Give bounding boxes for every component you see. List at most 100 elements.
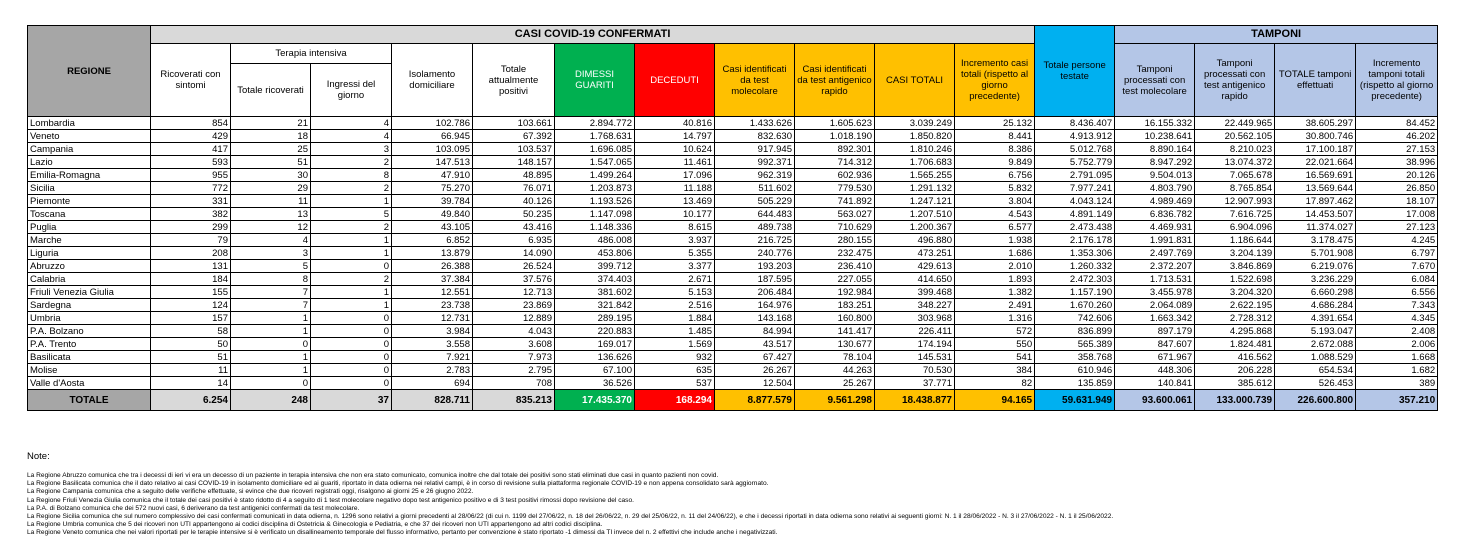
value-cell: 1.382 [953, 285, 1036, 299]
value-cell: 416.562 [1194, 350, 1276, 364]
value-cell: 4.245 [1355, 233, 1439, 247]
value-cell: 8.386 [953, 142, 1036, 156]
value-cell: 1.663.342 [1114, 311, 1196, 325]
header-cell: Incremento tamponi totali (rispetto al g… [1355, 43, 1439, 117]
value-cell: 1.088.529 [1274, 350, 1357, 364]
value-cell: 27.123 [1355, 220, 1439, 234]
value-cell: 40.126 [472, 194, 555, 208]
value-cell: 644.483 [714, 207, 795, 221]
total-cell: 248 [230, 389, 311, 411]
value-cell: 11.374.027 [1274, 220, 1357, 234]
region-cell: Liguria [27, 246, 151, 260]
value-cell: 6.852 [391, 233, 473, 247]
value-cell: 12.731 [391, 311, 473, 325]
value-cell: 0 [310, 337, 392, 351]
value-cell: 131 [150, 259, 231, 273]
value-cell: 955 [150, 168, 231, 182]
value-cell: 16.569.691 [1274, 168, 1357, 182]
value-cell: 12.713 [472, 285, 555, 299]
value-cell: 1.291.132 [874, 181, 955, 195]
header-cell: Terapia intensiva [230, 43, 392, 64]
header-cell: DECEDUTI [634, 43, 715, 117]
value-cell: 2.516 [634, 298, 715, 312]
value-cell: 2.010 [953, 259, 1036, 273]
value-cell: 429 [150, 129, 231, 143]
value-cell: 1.682 [1355, 363, 1439, 377]
value-cell: 635 [634, 363, 715, 377]
notes: Note: La Regione Abruzzo comunica che tr… [27, 451, 1437, 538]
value-cell: 8.441 [953, 129, 1036, 143]
value-cell: 0 [230, 337, 311, 351]
total-label: TOTALE [27, 389, 151, 411]
value-cell: 82 [953, 376, 1036, 390]
value-cell: 4.469.931 [1114, 220, 1196, 234]
value-cell: 917.945 [714, 142, 795, 156]
value-cell: 1.260.332 [1034, 259, 1116, 273]
value-cell: 8.947.292 [1114, 155, 1196, 169]
value-cell: 486.008 [554, 233, 635, 247]
value-cell: 20.126 [1355, 168, 1439, 182]
value-cell: 6.836.782 [1114, 207, 1196, 221]
value-cell: 1.485 [634, 324, 715, 338]
total-cell: 828.711 [391, 389, 473, 411]
value-cell: 206.484 [714, 285, 795, 299]
value-cell: 505.229 [714, 194, 795, 208]
value-cell: 453.806 [554, 246, 635, 260]
value-cell: 2.006 [1355, 337, 1439, 351]
region-cell: Puglia [27, 220, 151, 234]
value-cell: 2.473.438 [1034, 220, 1116, 234]
value-cell: 992.371 [714, 155, 795, 169]
value-cell: 84.994 [714, 324, 795, 338]
value-cell: 2.672.088 [1274, 337, 1357, 351]
value-cell: 4.043.124 [1034, 194, 1116, 208]
value-cell: 8.210.023 [1194, 142, 1276, 156]
value-cell: 1 [310, 285, 392, 299]
table-row: P.A. Bolzano 58 1 0 3.984 4.043 220.883 1.485 84… [27, 324, 1439, 338]
value-cell: 3.236.229 [1274, 272, 1357, 286]
header-cell: Ingressi del giorno [310, 63, 392, 117]
value-cell: 5.701.908 [1274, 246, 1357, 260]
value-cell: 17.897.462 [1274, 194, 1357, 208]
value-cell: 79 [150, 233, 231, 247]
total-cell: 357.210 [1355, 389, 1439, 411]
value-cell: 1 [230, 363, 311, 377]
value-cell: 193.203 [714, 259, 795, 273]
value-cell: 44.263 [794, 363, 875, 377]
value-cell: 3.204.320 [1194, 285, 1276, 299]
value-cell: 4.391.654 [1274, 311, 1357, 325]
value-cell: 23.738 [391, 298, 473, 312]
value-cell: 1 [230, 324, 311, 338]
value-cell: 37.771 [874, 376, 955, 390]
region-cell: Veneto [27, 129, 151, 143]
value-cell: 26.267 [714, 363, 795, 377]
value-cell: 14 [150, 376, 231, 390]
value-cell: 46.202 [1355, 129, 1439, 143]
value-cell: 593 [150, 155, 231, 169]
value-cell: 2 [310, 272, 392, 286]
value-cell: 18 [230, 129, 311, 143]
value-cell: 1.668 [1355, 350, 1439, 364]
header-banner: CASI COVID-19 CONFERMATI [149, 25, 1036, 44]
value-cell: 25 [230, 142, 311, 156]
header-cell: Totale persone testate [1034, 25, 1116, 117]
value-cell: 414.650 [874, 272, 955, 286]
value-cell: 12.907.993 [1194, 194, 1276, 208]
value-cell: 147.513 [391, 155, 473, 169]
total-cell: 17.435.370 [554, 389, 635, 411]
value-cell: 0 [310, 350, 392, 364]
header-cell: Casi identificati da test antigenico rap… [794, 43, 875, 117]
value-cell: 550 [953, 337, 1036, 351]
total-cell: 59.631.949 [1034, 389, 1116, 411]
total-cell: 18.438.877 [874, 389, 955, 411]
value-cell: 489.738 [714, 220, 795, 234]
value-cell: 187.595 [714, 272, 795, 286]
value-cell: 847.607 [1114, 337, 1196, 351]
value-cell: 143.168 [714, 311, 795, 325]
region-cell: P.A. Trento [27, 337, 151, 351]
value-cell: 289.195 [554, 311, 635, 325]
value-cell: 130.677 [794, 337, 875, 351]
value-cell: 75.270 [391, 181, 473, 195]
value-cell: 12.889 [472, 311, 555, 325]
value-cell: 135.859 [1034, 376, 1116, 390]
value-cell: 1.147.098 [554, 207, 635, 221]
